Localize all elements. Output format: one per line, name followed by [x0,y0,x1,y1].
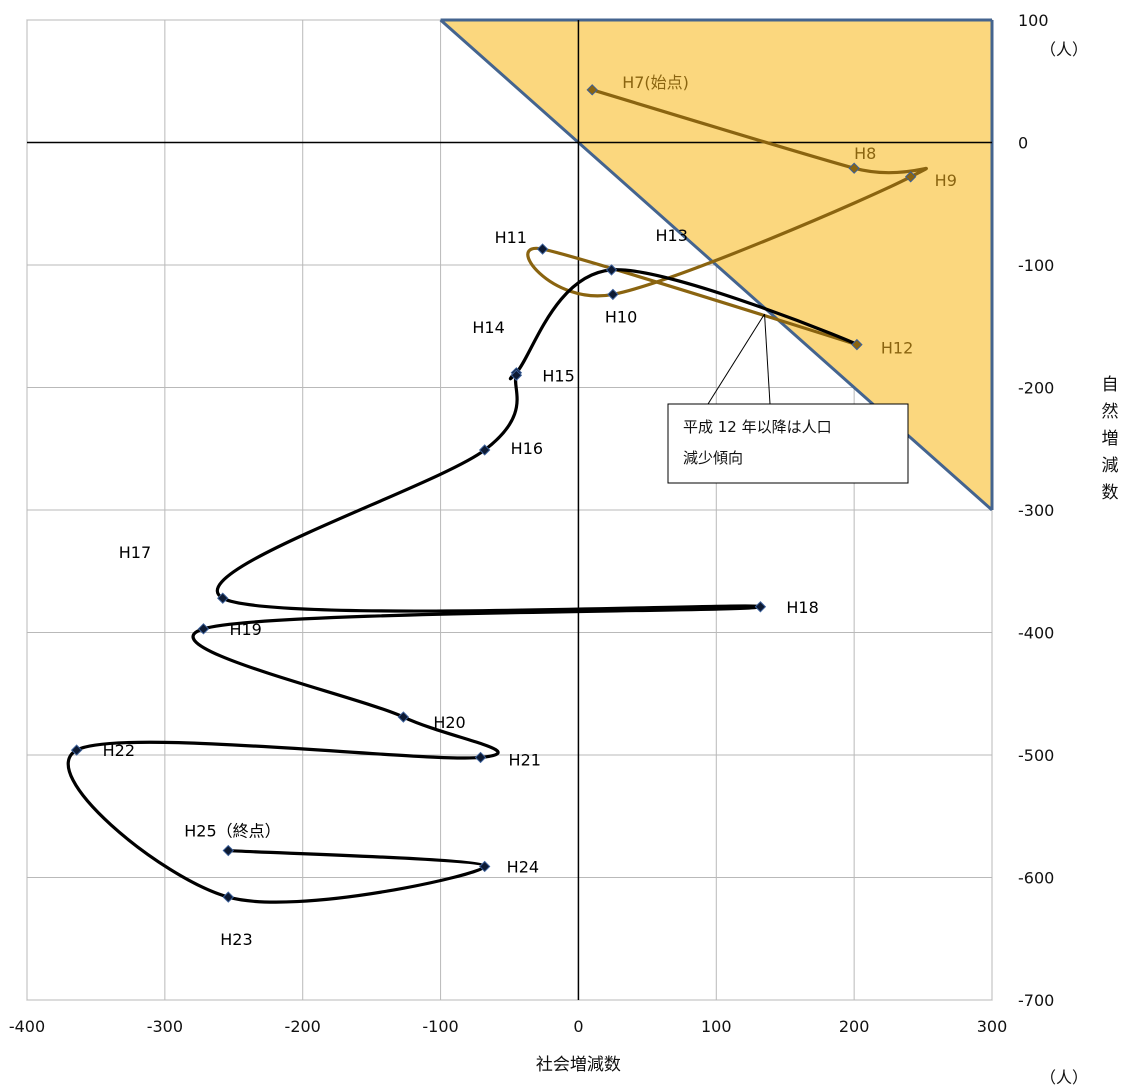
annotation-text: 減少傾向 [683,449,743,467]
x-tick-label: -100 [422,1017,458,1036]
data-label: H19 [229,620,261,639]
data-label: H16 [511,439,543,458]
data-label: H11 [495,228,527,247]
data-label: H12 [881,339,913,358]
data-label: H22 [103,741,135,760]
data-label: H18 [786,598,818,617]
y-tick-label: -300 [1018,501,1054,520]
x-axis-title: 社会増減数 [536,1055,621,1075]
trajectory-segment [609,268,859,347]
x-tick-label: 100 [701,1017,732,1036]
x-tick-label: -200 [285,1017,321,1036]
data-label: H8 [854,144,876,163]
trajectory-segment [75,740,483,760]
data-label: H20 [433,713,465,732]
data-label: H7(始点) [622,73,689,92]
data-point-marker [754,601,767,613]
data-point-marker [474,751,487,764]
data-label: H21 [509,750,541,769]
x-axis-unit: （人） [1040,1068,1088,1087]
x-tick-label: 300 [977,1017,1008,1036]
annotation-leader-line [764,313,771,405]
data-label: H10 [605,307,637,326]
annotation-box [667,403,909,484]
annotation-leader-line [707,313,765,405]
y-tick-label: -600 [1018,869,1054,888]
annotation: 平成 12 年以降は人口 減少傾向 [667,313,909,484]
data-point-marker [478,860,491,873]
grid-lines [26,19,993,1001]
data-point-marker [607,288,619,301]
data-point-marker [478,444,491,456]
y-tick-label: -400 [1018,624,1054,643]
x-tick-label: 0 [573,1017,583,1036]
y-tick-labels: 100 0 -100 -200 -300 -400 -500 -600 -700 [1018,11,1054,1010]
data-point-marker [222,891,234,903]
data-labels: H7(始点) H8 H9 H10 H11 H12 H13 H14 H15 H16 H17 H18 H19… [103,73,957,949]
trajectory-segment [852,166,928,179]
trajectory-segment [526,246,615,298]
y-axis-title: 自然増減数 [1102,375,1119,503]
trajectory-segment [191,627,405,719]
data-point-marker [510,369,523,381]
trajectory-segment [590,88,856,170]
data-point-marker [197,623,210,635]
data-point-marker [851,338,863,351]
data-point-marker [904,171,917,183]
data-point-marker [586,84,598,96]
data-point-marker [217,592,229,604]
y-tick-label: 0 [1018,134,1028,153]
data-label: H17 [119,543,151,562]
trajectory-segment [540,247,859,347]
y-tick-label: -200 [1018,379,1054,398]
trajectory-segment [226,864,487,904]
trajectory-curve [66,88,928,904]
data-point-marker [397,711,410,723]
data-point-marker [605,264,618,276]
data-point-marker [70,744,83,756]
data-label: H9 [935,171,957,190]
trajectory-segment [216,448,487,600]
y-axis-unit: （人） [1040,40,1088,59]
data-point-marker [222,844,234,857]
x-tick-label: 200 [839,1017,870,1036]
y-tick-label: -700 [1018,991,1054,1010]
trajectory-segment [201,605,762,631]
y-tick-label: 100 [1018,11,1049,30]
trajectory-segment [401,715,500,760]
data-markers [70,84,917,903]
trajectory-segment [514,268,614,375]
data-label: H14 [472,318,504,337]
trajectory-segment [221,596,763,613]
x-tick-label: -400 [9,1017,45,1036]
x-tick-label: -300 [147,1017,183,1036]
data-point-marker [536,243,549,255]
x-tick-labels: -400 -300 -200 -100 0 100 200 300 [9,1017,1007,1036]
data-label: H24 [507,857,539,876]
trajectory-segment [611,175,913,296]
data-label: H15 [542,366,574,385]
y-tick-label: -500 [1018,746,1054,765]
data-point-marker [848,162,860,174]
data-label: H13 [656,226,688,245]
annotation-text: 平成 12 年以降は人口 [683,418,832,436]
data-label: H23 [220,930,252,949]
trajectory-segment [66,748,230,899]
trajectory-segment [226,848,487,869]
y-tick-label: -100 [1018,256,1054,275]
data-label: H25（終点） [184,822,280,841]
